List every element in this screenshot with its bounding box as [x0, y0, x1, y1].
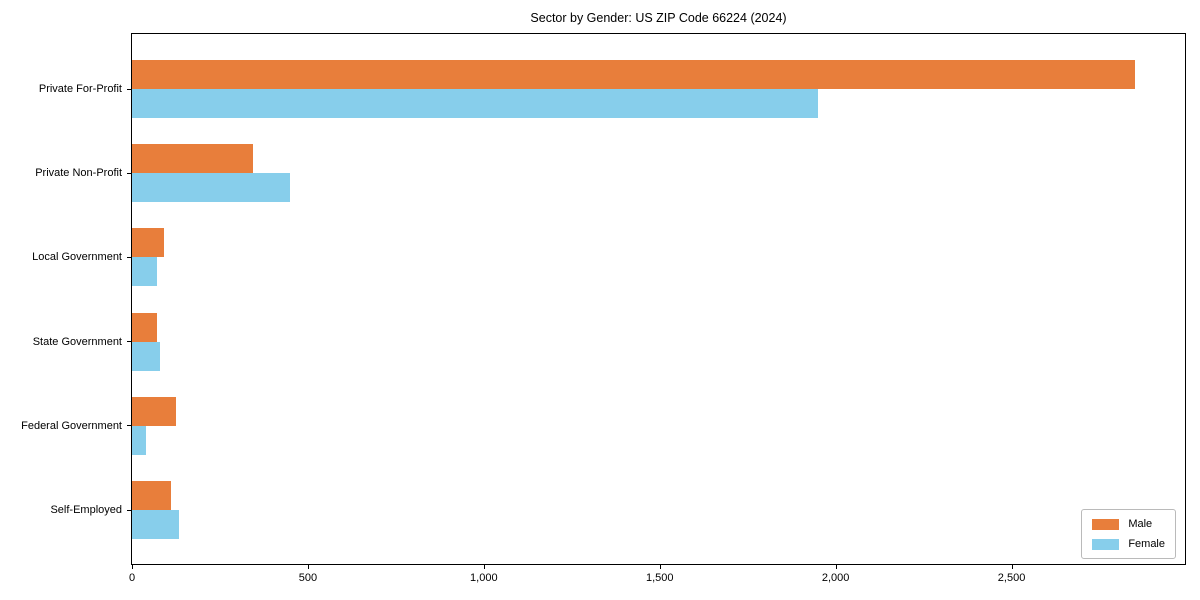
- legend-label-female: Female: [1128, 538, 1165, 550]
- bar-male-private-for-profit: [132, 60, 1135, 89]
- plot-area: Private For-Profit Private Non-Profit Loca…: [21, 33, 1186, 584]
- y-axis-tick: [127, 509, 132, 511]
- bar-group-private-non-profit: [132, 144, 1185, 203]
- x-axis-tick: [835, 564, 837, 569]
- bar-group-local-government: [132, 228, 1185, 287]
- bar-male-self-employed: [132, 481, 171, 510]
- legend-item-male: Male: [1092, 518, 1165, 530]
- x-axis-tick: [659, 564, 661, 569]
- bar-male-state-government: [132, 312, 157, 342]
- x-axis-tick-label: 1,500: [645, 572, 674, 584]
- bar-group-state-government: [132, 312, 1185, 371]
- y-axis-label-local-government: Local Government: [32, 251, 122, 264]
- legend-swatch-male: [1092, 518, 1120, 530]
- y-axis-tick: [127, 256, 132, 259]
- bar-male-local-government: [132, 228, 164, 258]
- legend: Male Female: [1081, 509, 1176, 559]
- y-axis-tick: [127, 425, 132, 427]
- bar-female-private-non-profit: [132, 173, 291, 203]
- y-axis-label-state-government: State Government: [32, 335, 122, 348]
- legend-swatch-female: [1092, 538, 1120, 550]
- x-axis-tick: [307, 564, 310, 569]
- bar-male-private-non-profit: [132, 144, 254, 174]
- y-axis-tick: [127, 88, 132, 90]
- x-axis-tick-label: 500: [298, 572, 318, 584]
- bar-female-local-government: [132, 257, 157, 287]
- x-axis-tick-label: 2,500: [997, 572, 1026, 584]
- x-axis-tick-label: 0: [128, 572, 136, 584]
- bar-female-self-employed: [132, 510, 180, 539]
- bar-group-federal-government: [132, 396, 1185, 455]
- bar-female-state-government: [132, 341, 161, 371]
- y-axis-tick: [127, 341, 132, 343]
- y-axis-label-federal-government: Federal Government: [21, 419, 122, 432]
- x-axis-tick-label: 2,000: [821, 572, 850, 584]
- y-axis-tick: [127, 172, 132, 174]
- x-axis-tick: [483, 564, 485, 569]
- y-axis-label-self-employed: Self-Employed: [50, 504, 122, 516]
- bar-female-federal-government: [132, 425, 147, 455]
- bar-group-self-employed: [132, 481, 1185, 539]
- bar-male-federal-government: [132, 396, 176, 426]
- bar-female-private-for-profit: [132, 89, 819, 118]
- legend-item-female: Female: [1092, 538, 1165, 550]
- x-axis-tick: [1011, 564, 1013, 569]
- y-axis-label-private-for-profit: Private For-Profit: [38, 83, 122, 95]
- x-axis-tick: [132, 564, 134, 569]
- y-axis-label-private-non-profit: Private Non-Profit: [35, 167, 122, 180]
- x-axis-tick-label: 1,000: [470, 572, 498, 584]
- chart-title: Sector by Gender: US ZIP Code 66224 (202…: [530, 11, 787, 25]
- bar-group-private-for-profit: [132, 60, 1185, 118]
- legend-label-male: Male: [1128, 518, 1153, 530]
